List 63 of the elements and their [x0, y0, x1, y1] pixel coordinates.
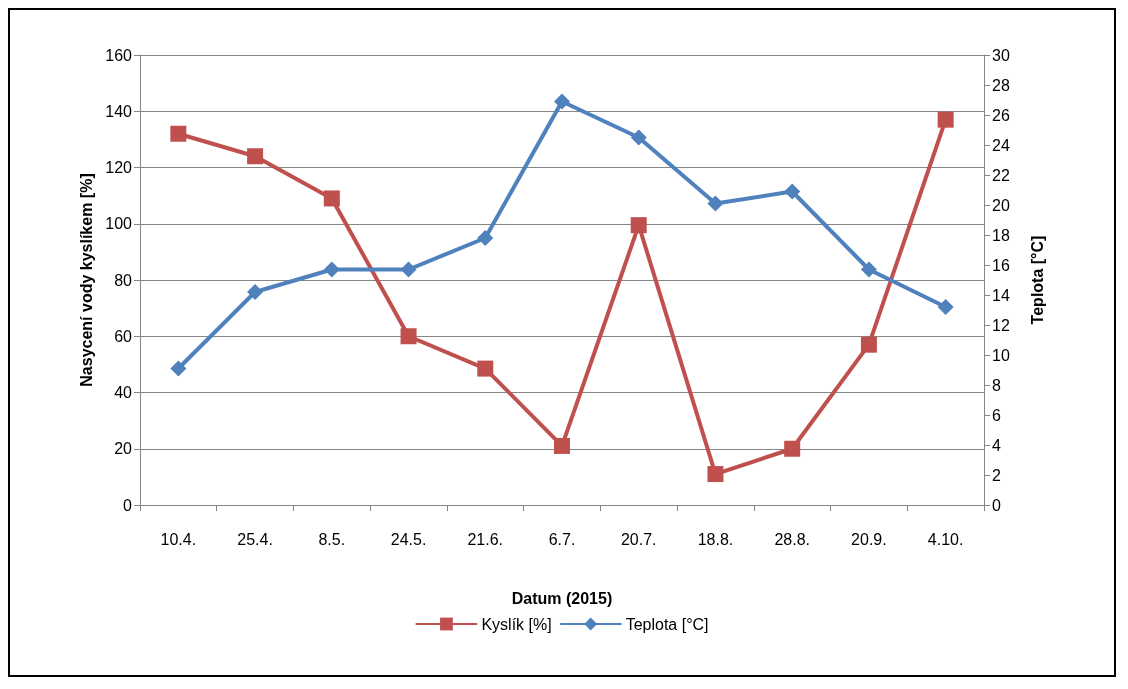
y2-tick-label: 22 [992, 166, 1010, 184]
y-tick-label: 140 [105, 102, 133, 120]
y-tick-label: 60 [114, 327, 133, 345]
y2-tick-label: 12 [992, 316, 1010, 334]
y2-tick-label: 24 [992, 136, 1010, 154]
x-tick-label: 20.9. [851, 530, 887, 548]
x-tick-label: 8.5. [318, 530, 346, 548]
point [937, 111, 954, 128]
point [784, 440, 801, 457]
point [170, 125, 187, 142]
y-tick-label: 120 [105, 159, 133, 176]
y2-tick-label: 26 [992, 106, 1010, 124]
point [477, 360, 494, 377]
y2-tick-label: 10 [992, 346, 1010, 364]
y2-tick-label: 20 [992, 196, 1010, 214]
y-axis-title: Nasycení vody kyslíkem [%] [77, 173, 95, 387]
point [247, 284, 264, 300]
y2-tick-label: 4 [992, 436, 1001, 454]
y2-tick-label: 0 [992, 496, 1001, 514]
x-tick-label: 6.7. [548, 530, 576, 548]
point [860, 336, 877, 353]
point [630, 129, 647, 146]
y-tick-label: 40 [114, 384, 133, 401]
point [477, 230, 494, 246]
x-tick-label: 4.10. [927, 530, 964, 548]
point [323, 261, 340, 278]
point [937, 299, 954, 315]
x-tick-label: 24.5. [390, 530, 427, 548]
y-tick-label: 160 [105, 46, 133, 64]
point [860, 261, 877, 278]
x-tick-label: 25.4. [237, 530, 273, 548]
point [554, 93, 570, 110]
y2-tick-label: 8 [992, 376, 1001, 394]
legend-label: Kyslík [%] [481, 615, 552, 633]
point [630, 217, 647, 234]
x-tick-label: 28.8. [774, 530, 810, 548]
y2-tick-label: 14 [992, 286, 1010, 304]
y2-tick-label: 28 [992, 76, 1010, 94]
x-tick-label: 10.4. [160, 530, 197, 548]
point [784, 183, 801, 200]
point [707, 466, 724, 483]
y2-axis-title: Teplota [°C] [1028, 235, 1046, 325]
y2-tick-label: 18 [992, 226, 1010, 244]
y-tick-label: 80 [114, 271, 133, 289]
y2-tick-label: 30 [992, 46, 1010, 64]
point [247, 148, 264, 165]
y2-tick-label: 2 [992, 466, 1001, 484]
point [170, 360, 187, 377]
point [707, 195, 724, 212]
y-tick-label: 0 [123, 496, 133, 514]
point [554, 437, 570, 454]
y2-tick-label: 6 [992, 406, 1001, 424]
point [400, 261, 417, 278]
point [323, 190, 340, 207]
y2-tick-label: 16 [992, 256, 1010, 274]
x-tick-label: 21.6. [467, 530, 504, 548]
y-tick-label: 100 [105, 215, 133, 233]
x-axis-title: Datum (2015) [511, 589, 613, 607]
legend-label: Teplota [°C] [625, 615, 709, 633]
point [400, 328, 417, 345]
y-tick-label: 20 [114, 440, 133, 458]
x-tick-label: 18.8. [697, 530, 734, 548]
x-tick-label: 20.7. [620, 530, 657, 548]
